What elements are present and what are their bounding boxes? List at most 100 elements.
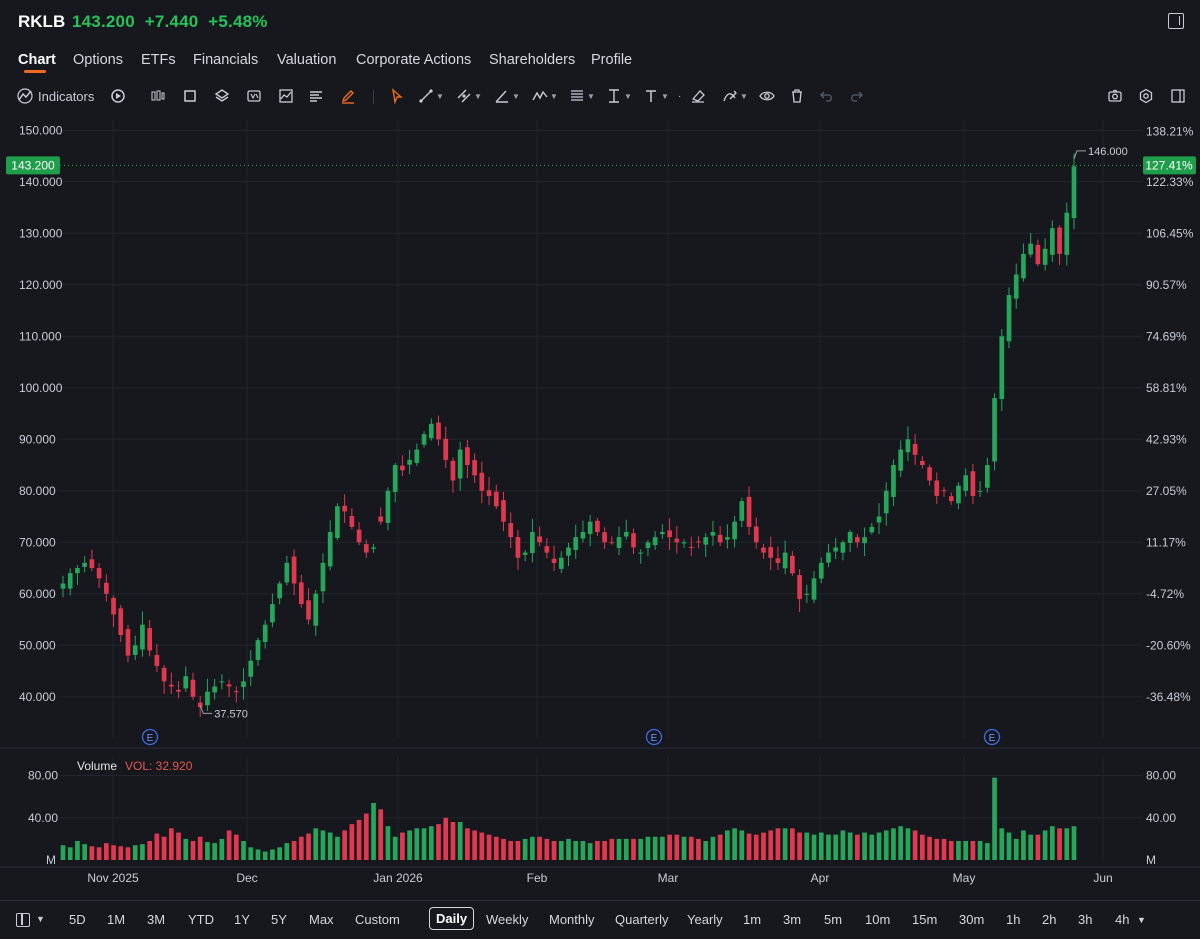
volume-bar [60, 845, 66, 860]
volume-bar [1064, 828, 1070, 860]
range-max[interactable]: Max [309, 912, 334, 927]
brush-button[interactable]: ▼ [722, 87, 748, 105]
angle-button[interactable]: ▼ [494, 87, 520, 105]
volume-bar [558, 841, 564, 860]
tab-chart[interactable]: Chart [18, 52, 56, 68]
interval-3m[interactable]: 3m [783, 912, 802, 927]
indicators-button[interactable]: Indicators [17, 87, 94, 105]
range-1m[interactable]: 1M [107, 912, 126, 927]
earnings-marker-label: E [651, 733, 658, 744]
tab-options[interactable]: Options [73, 52, 123, 68]
rectangle-button[interactable] [182, 87, 198, 105]
candle-body [75, 568, 80, 574]
trend-line-button[interactable]: ▼ [418, 87, 444, 105]
range-1y[interactable]: 1Y [234, 912, 250, 927]
candle-body [984, 465, 990, 488]
volume-bar [717, 834, 723, 860]
candle-body [284, 562, 290, 583]
interval-quarterly[interactable]: Quarterly [615, 912, 669, 927]
layout-caret-icon[interactable]: ▼ [36, 914, 45, 924]
range-ytd[interactable]: YTD [188, 912, 214, 927]
replay-button[interactable] [110, 87, 126, 105]
text-align-button[interactable] [308, 87, 324, 105]
candle-body [493, 491, 499, 507]
undo-button[interactable] [819, 87, 835, 105]
pattern-button[interactable]: ▼ [532, 87, 558, 105]
tab-etfs[interactable]: ETFs [141, 52, 176, 68]
interval-5m[interactable]: 5m [824, 912, 843, 927]
zigzag-icon [532, 90, 548, 101]
cursor-button[interactable] [389, 87, 405, 105]
layout-icon[interactable] [16, 913, 30, 927]
tab-financials[interactable]: Financials [193, 52, 259, 68]
chart-style-button[interactable] [278, 87, 294, 105]
y-axis-label-right: -36.48% [1146, 690, 1191, 704]
last-price-label-left: 143.200 [11, 158, 55, 172]
layers-button[interactable] [214, 87, 230, 105]
tab-shareholders[interactable]: Shareholders [489, 52, 576, 68]
interval-30m[interactable]: 30m [959, 912, 985, 927]
volume-bar [912, 830, 918, 860]
draw-mode-button[interactable] [340, 87, 356, 105]
interval-daily[interactable]: Daily [429, 907, 475, 930]
price-change: +7.440 [144, 12, 199, 31]
interval-15m[interactable]: 15m [912, 912, 938, 927]
range-5y[interactable]: 5Y [271, 912, 287, 927]
sidebar-toggle-button[interactable] [1170, 87, 1186, 105]
more-intervals-caret[interactable]: ▼ [1137, 915, 1146, 925]
measure-button[interactable]: ▼ [606, 87, 632, 105]
candle-body [558, 557, 564, 569]
interval-yearly[interactable]: Yearly [687, 912, 723, 927]
interval-monthly[interactable]: Monthly [549, 912, 595, 927]
interval-3h[interactable]: 3h [1078, 912, 1093, 927]
tab-valuation[interactable]: Valuation [277, 52, 337, 68]
expand-panel-icon[interactable] [1168, 13, 1184, 29]
candle-body [688, 547, 694, 549]
candle-body [392, 465, 398, 492]
compare-button[interactable] [246, 87, 262, 105]
channel-button[interactable]: ▼ [456, 87, 482, 105]
volume-bar [999, 828, 1005, 860]
range-3m[interactable]: 3M [147, 912, 166, 927]
candle-body [623, 532, 629, 537]
screenshot-button[interactable] [1107, 87, 1123, 105]
volume-bar [818, 832, 824, 860]
range-5d[interactable]: 5D [69, 912, 86, 927]
candle-body [371, 547, 376, 549]
candle-body [1035, 244, 1041, 265]
volume-bar [327, 832, 333, 860]
candle-body [855, 537, 860, 543]
layers-icon [214, 89, 230, 102]
volume-bar [82, 844, 88, 860]
volume-bar [652, 836, 658, 860]
volume-bar [479, 832, 485, 860]
dot-icon: · [678, 90, 682, 102]
candle-body [248, 660, 254, 677]
interval-weekly[interactable]: Weekly [486, 912, 529, 927]
candle-body [530, 532, 535, 554]
delete-drawings-button[interactable] [789, 87, 805, 105]
volume-axis-label-left: M [46, 853, 56, 867]
candle-type-button[interactable] [150, 87, 166, 105]
chart-area[interactable]: 150.000 140.000 130.000 120.000 110.000 100.0… [0, 110, 1200, 900]
interval-1h[interactable]: 1h [1006, 912, 1021, 927]
range-custom[interactable]: Custom [355, 912, 400, 927]
price-chart[interactable]: 150.000 140.000 130.000 120.000 110.000 100.0… [0, 110, 1200, 900]
interval-4h[interactable]: 4h [1115, 912, 1130, 927]
tab-corporate-actions[interactable]: Corporate Actions [356, 52, 472, 68]
interval-2h[interactable]: 2h [1042, 912, 1057, 927]
visibility-button[interactable] [759, 87, 775, 105]
text-tool-button[interactable]: ▼ [643, 87, 669, 105]
chart-settings-button[interactable] [1138, 87, 1154, 105]
candle-body [327, 532, 333, 567]
eraser-button[interactable] [690, 87, 706, 105]
redo-button[interactable] [848, 87, 864, 105]
tab-profile[interactable]: Profile [591, 52, 633, 68]
y-axis-label-right: 122.33% [1146, 175, 1194, 189]
interval-10m[interactable]: 10m [865, 912, 891, 927]
candle-body [1028, 243, 1034, 255]
interval-1m[interactable]: 1m [743, 912, 762, 927]
volume-bar [522, 838, 528, 860]
fib-button[interactable]: ▼ [569, 87, 595, 105]
more-tools-button[interactable]: · [678, 87, 681, 105]
